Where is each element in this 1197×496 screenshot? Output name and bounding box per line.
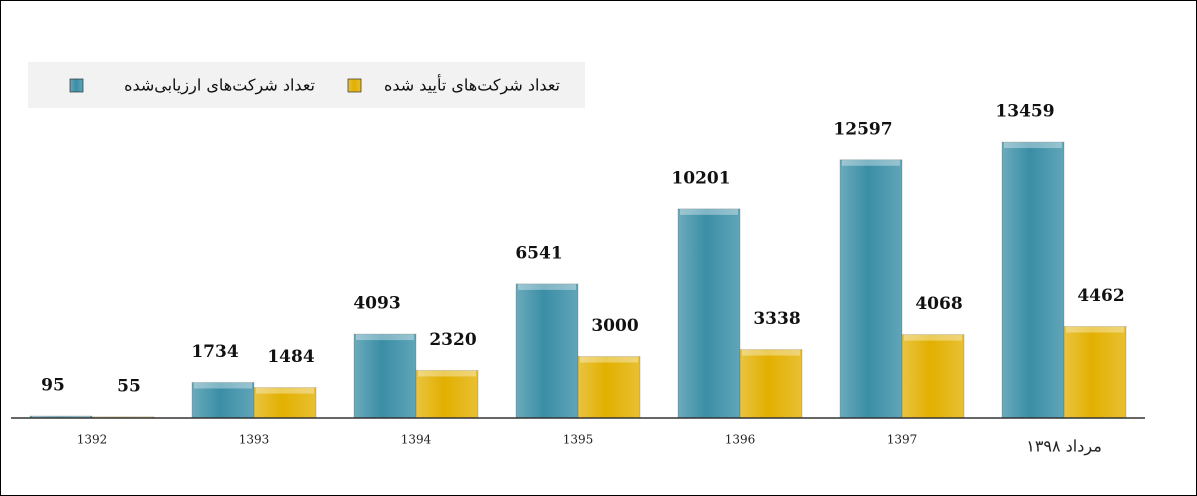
- legend-swatch: [69, 78, 84, 93]
- bar: [901, 334, 965, 419]
- data-label: 3338: [753, 309, 800, 329]
- bar-cap: [194, 382, 252, 389]
- x-tick-label: 1397: [887, 433, 918, 447]
- bar-cap: [742, 349, 800, 356]
- data-label: 2320: [429, 330, 476, 350]
- bar: [839, 159, 903, 419]
- x-tick-label: 1395: [563, 433, 594, 447]
- bar: [191, 381, 255, 419]
- bar: [1063, 326, 1127, 419]
- bar: [1001, 141, 1065, 419]
- bar: [515, 283, 579, 419]
- bar: [415, 369, 479, 419]
- bar: [253, 387, 317, 419]
- bar-cap: [580, 356, 638, 363]
- data-label: 95: [41, 376, 65, 396]
- legend-swatch: [347, 78, 362, 93]
- bar-cap: [1004, 142, 1062, 149]
- bar-cap: [356, 334, 414, 341]
- data-label: 4068: [915, 294, 962, 314]
- legend-label: تعداد شرکت‌های ارزیابی‌شده: [124, 76, 315, 95]
- bar: [353, 333, 417, 419]
- bar-cap: [680, 208, 738, 215]
- data-label: 4462: [1077, 286, 1124, 306]
- bar-cap: [842, 159, 900, 166]
- bar: [739, 349, 803, 419]
- bar-cap: [1066, 326, 1124, 333]
- bar: [577, 356, 641, 419]
- data-label: 4093: [353, 294, 400, 314]
- legend-box: [28, 62, 585, 108]
- x-tick-label: مرداد ۱۳۹۸: [1026, 437, 1102, 456]
- x-tick-label: 1396: [725, 433, 756, 447]
- bar-cap: [518, 283, 576, 290]
- x-tick-label: 1392: [77, 433, 108, 447]
- bar-cap: [256, 387, 314, 394]
- bar-cap: [418, 370, 476, 377]
- data-label: 13459: [995, 102, 1054, 122]
- data-label: 1734: [191, 342, 238, 362]
- data-label: 3000: [591, 316, 638, 336]
- data-label: 55: [117, 376, 141, 396]
- x-tick-label: 1394: [401, 433, 432, 447]
- data-label: 1484: [267, 347, 314, 367]
- x-tick-label: 1393: [239, 433, 270, 447]
- data-label: 12597: [833, 119, 892, 139]
- bar-cap: [32, 416, 90, 418]
- bar: [677, 208, 741, 419]
- bar-cap: [904, 334, 962, 341]
- legend-label: تعداد شرکت‌های تأیید شده: [384, 74, 560, 95]
- data-label: 10201: [671, 168, 730, 188]
- data-label: 6541: [515, 243, 562, 263]
